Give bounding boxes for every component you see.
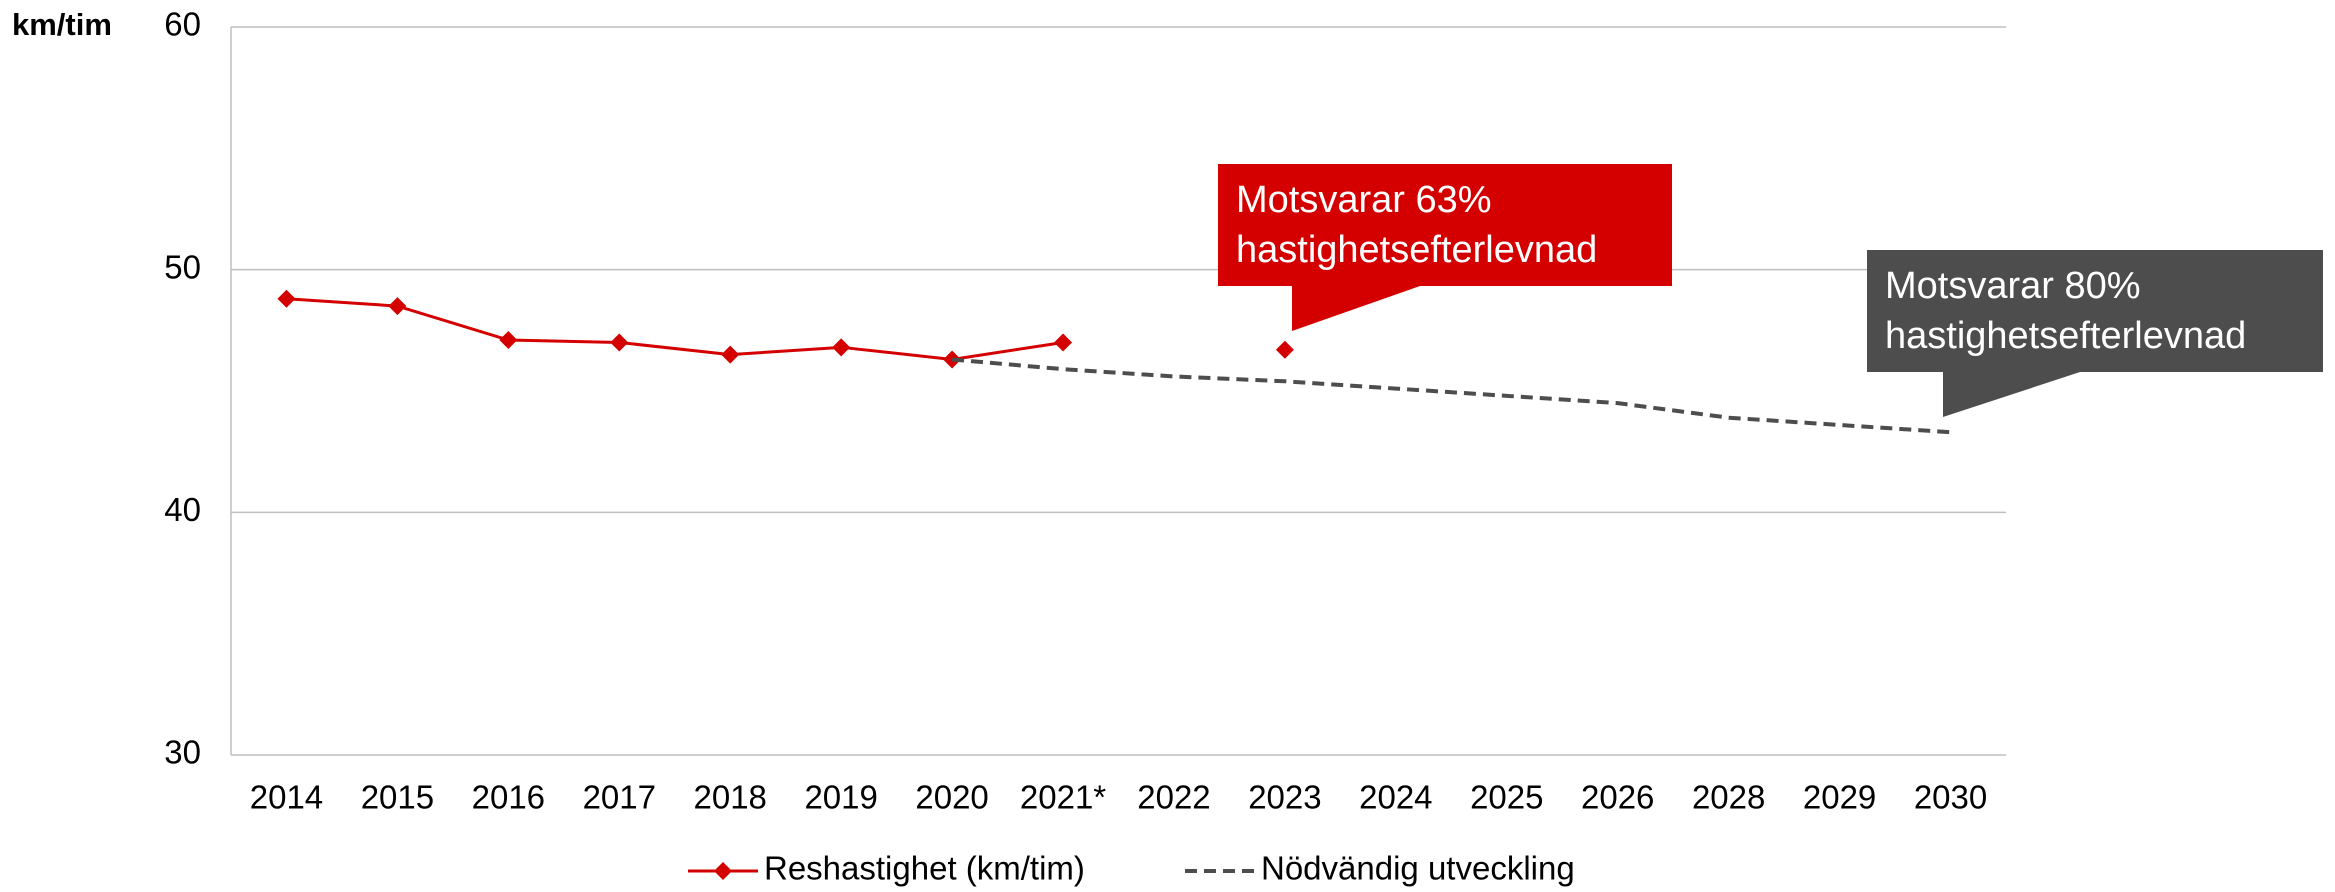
x-tick-label: 2014	[250, 779, 323, 816]
x-tick-label: 2023	[1248, 779, 1321, 816]
legend-marker	[714, 862, 732, 880]
data-point	[610, 333, 629, 352]
x-tick-label: 2021*	[1020, 779, 1106, 816]
series-line	[951, 357, 1951, 435]
series-line	[286, 297, 1064, 361]
x-tick-label: 2018	[694, 779, 767, 816]
data-point	[1275, 340, 1294, 359]
y-tick-label: 50	[164, 248, 201, 285]
x-tick-label: 2028	[1692, 779, 1765, 816]
x-tick-label: 2030	[1914, 779, 1987, 816]
x-tick-label: 2029	[1803, 779, 1876, 816]
data-point	[832, 338, 851, 357]
x-tick-label: 2019	[804, 779, 877, 816]
x-tick-label: 2016	[472, 779, 545, 816]
callout-text: hastighetsefterlevnad	[1885, 315, 2246, 357]
y-tick-label: 60	[164, 6, 201, 43]
callout-text: Motsvarar 63%	[1236, 179, 1492, 221]
x-tick-label: 2026	[1581, 779, 1654, 816]
x-tick-label: 2024	[1359, 779, 1432, 816]
callout-box	[1218, 164, 1672, 331]
callout-text: hastighetsefterlevnad	[1236, 229, 1597, 271]
x-tick-label: 2017	[583, 779, 656, 816]
y-tick-label: 30	[164, 734, 201, 771]
x-tick-label: 2020	[915, 779, 988, 816]
callout-box	[1867, 250, 2323, 417]
x-tick-label: 2022	[1137, 779, 1210, 816]
legend-label: Nödvändig utveckling	[1261, 850, 1575, 887]
legend-label: Reshastighet (km/tim)	[764, 850, 1085, 887]
y-tick-label: 40	[164, 491, 201, 528]
data-point	[721, 345, 740, 364]
data-point	[388, 297, 407, 316]
data-point	[1054, 333, 1073, 352]
data-point	[277, 289, 296, 308]
y-axis-label: km/tim	[12, 7, 112, 42]
x-tick-label: 2015	[361, 779, 434, 816]
callout-text: Motsvarar 80%	[1885, 265, 2141, 307]
data-point	[499, 331, 518, 350]
x-tick-label: 2025	[1470, 779, 1543, 816]
